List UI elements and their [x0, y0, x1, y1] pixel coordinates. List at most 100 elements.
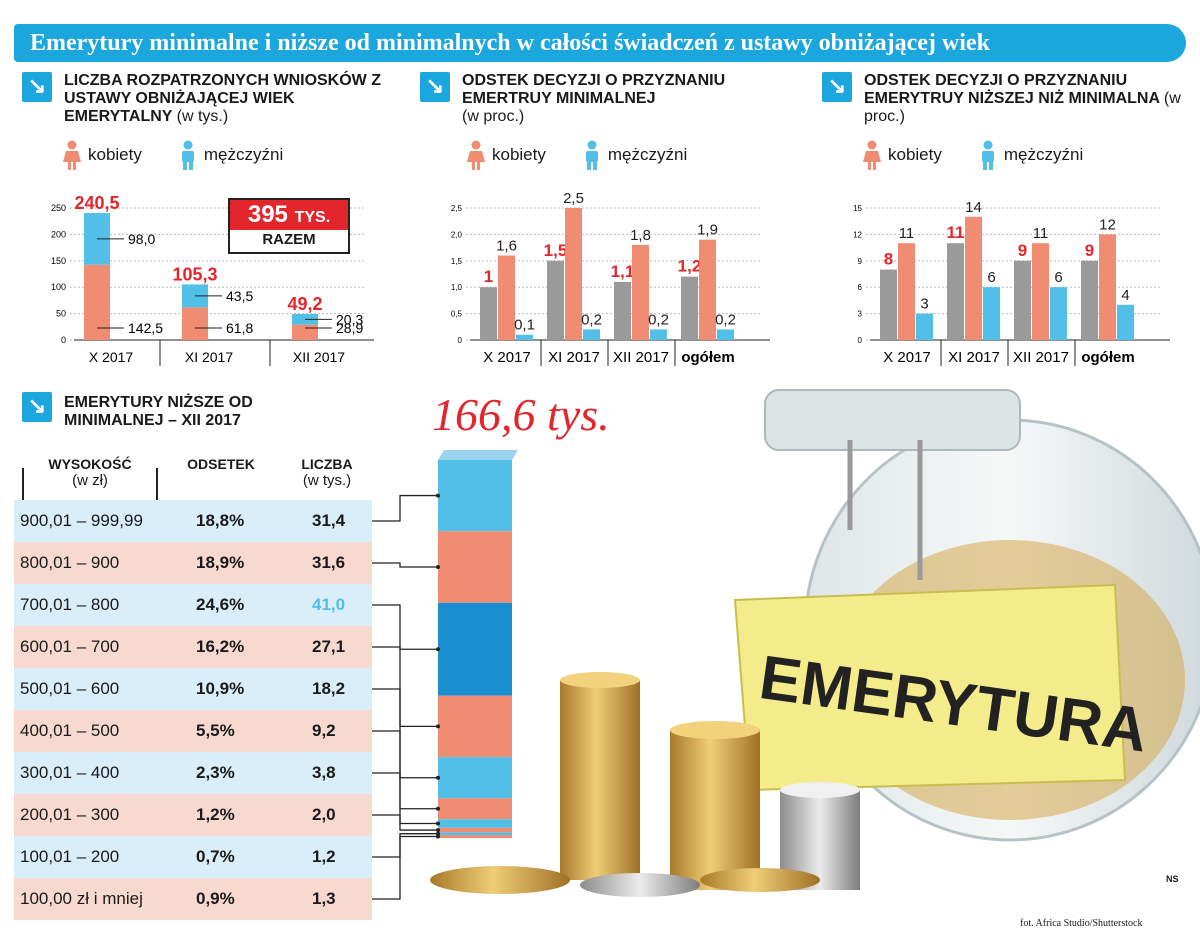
bar-overall-label: 1,1: [611, 262, 635, 281]
female-icon: [467, 140, 485, 170]
table-row: 200,01 – 300 1,2% 2,0: [14, 794, 372, 836]
x-tick-label: XI 2017: [185, 349, 233, 365]
bar-male-label: 0,2: [648, 311, 669, 328]
connector-dot: [436, 806, 440, 811]
table-row: 900,01 – 999,99 18,8% 31,4: [14, 500, 372, 542]
y-tick-label: 200: [51, 229, 66, 239]
bar-male-label: 20,3: [336, 311, 363, 327]
total-box: 395 TYS. RAZEM: [228, 198, 350, 254]
photo-credit: fot. Africa Studio/Shutterstock: [1020, 918, 1143, 929]
y-tick-label: 0: [458, 336, 463, 345]
y-tick-label: 0: [61, 335, 66, 345]
bar-female: [699, 239, 716, 340]
connector-dot: [436, 775, 440, 780]
bar-male-label: 0,2: [581, 311, 602, 328]
bar-overall: [1014, 260, 1031, 340]
female-icon: [863, 140, 881, 170]
cell-count: 31,4: [312, 511, 346, 530]
x-tick-label: X 2017: [483, 349, 531, 366]
bar-female-label: 2,5: [563, 190, 584, 207]
bar-overall: [614, 281, 631, 340]
chart-requests: 0 50 100 150 200 250 240,5 98,0 142,5 X 2017 105,3…: [51, 193, 374, 366]
table-row: 300,01 – 400 2,3% 3,8: [14, 752, 372, 794]
connector-line: [372, 772, 438, 825]
cell-range: 900,01 – 999,99: [20, 511, 143, 530]
connector-dot: [436, 493, 440, 498]
y-tick-label: 1,5: [451, 257, 463, 266]
legend-2: kobiety mężczyźni: [466, 140, 687, 170]
bar-male-label: 43,5: [226, 288, 253, 304]
column-segment: [438, 460, 512, 532]
bar-overall-label: 1,2: [678, 257, 702, 276]
section3-heading: Odstek decyzji o przyznaniu emerytruy ni…: [864, 72, 1184, 126]
x-tick-label: X 2017: [883, 349, 931, 366]
bar-overall: [681, 276, 698, 340]
bar-overall: [947, 243, 964, 340]
bar-female: [565, 208, 582, 340]
col-header-count: Liczba (w tys.): [282, 456, 372, 489]
female-icon: [63, 140, 81, 170]
bar-female: [632, 244, 649, 340]
cell-percent: 16,2%: [196, 637, 245, 656]
x-tick-label: ogółem: [681, 349, 734, 366]
bar-male: [1050, 287, 1067, 340]
bar-male: [516, 334, 533, 340]
connector-line: [372, 646, 438, 728]
bar-overall: [880, 269, 897, 340]
y-tick-label: 2,0: [451, 230, 463, 239]
col-header-range: Wysokość (w zł): [22, 456, 158, 489]
bar-total-label: 105,3: [172, 264, 217, 284]
banner-title: Emerytury minimalne i niższe od minimaln…: [14, 24, 1186, 62]
bar-overall: [547, 260, 564, 340]
column-top: [438, 450, 518, 460]
table-row: 100,00 zł i mniej 0,9% 1,3: [14, 878, 372, 920]
cell-range: 500,01 – 600: [20, 679, 120, 698]
y-tick-label: 0: [858, 336, 863, 345]
x-tick-label: X 2017: [89, 349, 134, 365]
legend-1: kobiety mężczyźni: [62, 140, 283, 170]
x-tick-label: XII 2017: [613, 349, 669, 366]
column-segment: [438, 832, 512, 836]
column-segment: [438, 602, 512, 696]
legend-male-label: mężczyźni: [607, 145, 688, 164]
x-tick-label: XI 2017: [548, 349, 600, 366]
arrow-down-right-icon: ↘: [420, 72, 450, 102]
bar-overall-label: 9: [1018, 241, 1027, 260]
cell-range: 600,01 – 700: [20, 637, 120, 656]
bar-female-label: 1,9: [697, 222, 718, 239]
bar-male: [916, 313, 933, 340]
col-header-count-unit: (w tys.): [302, 472, 352, 489]
cell-percent: 18,9%: [196, 553, 245, 572]
column-segment: [438, 835, 512, 838]
section2-unit: (w proc.): [462, 108, 525, 125]
arrow-down-right-icon: ↘: [22, 392, 52, 422]
cell-percent: 0,9%: [196, 889, 235, 908]
bar-male-label: 4: [1121, 287, 1129, 304]
coin-stack-middle: [670, 721, 760, 890]
column-segment: [438, 827, 512, 833]
bar-overall-label: 1: [484, 267, 493, 286]
cell-range: 700,01 – 800: [20, 595, 120, 614]
connector-line: [372, 562, 438, 568]
x-tick-label: XII 2017: [293, 349, 345, 365]
bar-male-label: 6: [1054, 269, 1062, 286]
connector-line: [372, 494, 438, 522]
y-tick-label: 1,0: [451, 283, 463, 292]
col-header-count-label: Liczba: [301, 456, 353, 472]
column-segment: [438, 798, 512, 820]
bar-female-label: 142,5: [128, 320, 163, 336]
male-icon: [981, 140, 994, 170]
cell-count: 1,3: [312, 889, 336, 908]
connector-dot: [436, 821, 440, 826]
cell-range: 400,01 – 500: [20, 721, 120, 740]
bar-female: [84, 264, 110, 340]
connector-line: [372, 835, 438, 900]
cell-count: 3,8: [312, 763, 336, 782]
cell-percent: 2,3%: [196, 763, 235, 782]
col-header-range-label: Wysokość: [48, 456, 132, 472]
bar-total-label: 240,5: [74, 193, 119, 213]
bar-female-label: 61,8: [226, 320, 253, 336]
table-row: 400,01 – 500 5,5% 9,2: [14, 710, 372, 752]
bar-female: [292, 324, 318, 340]
